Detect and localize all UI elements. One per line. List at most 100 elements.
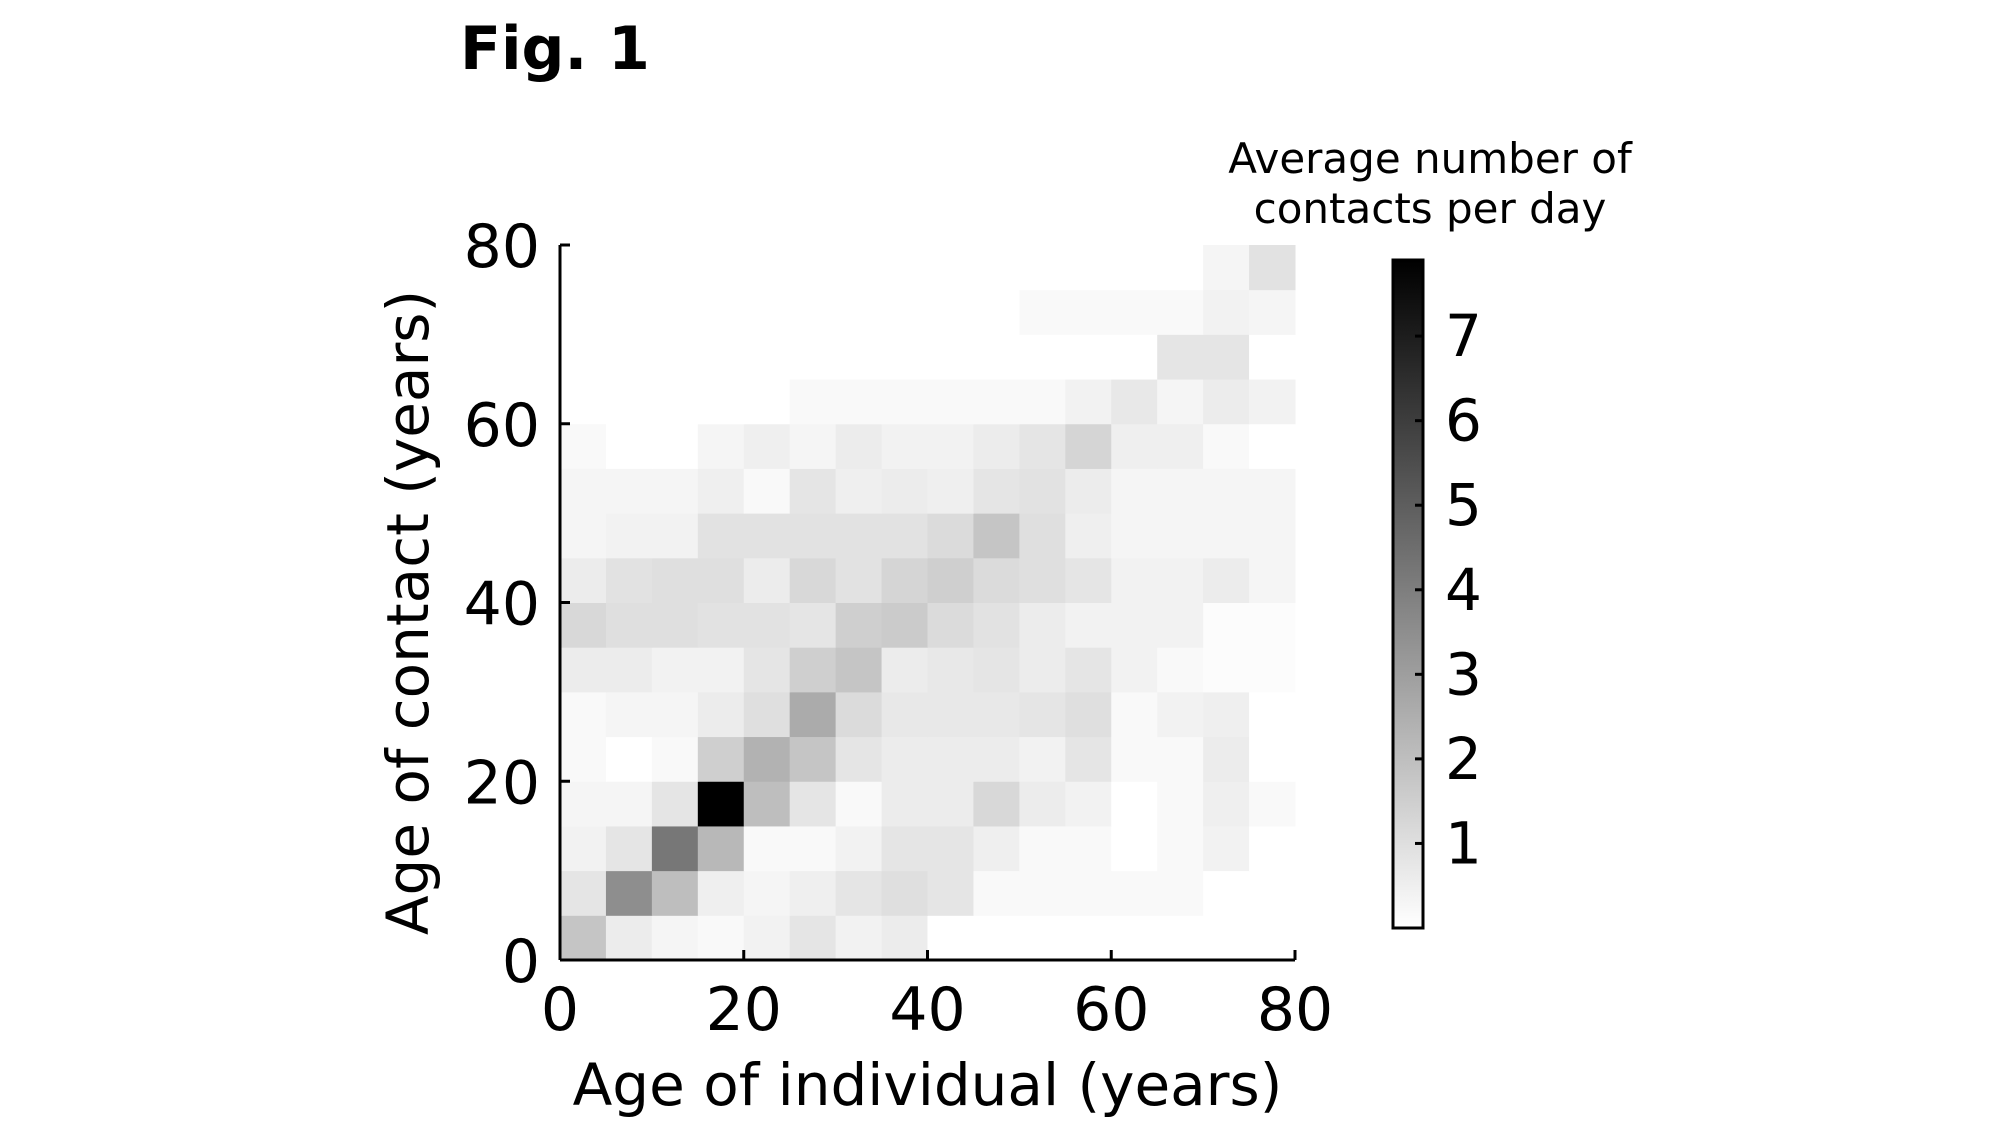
heatmap-cell (697, 423, 745, 469)
heatmap-cell (560, 334, 607, 380)
colorbar-tick-label: 2 (1445, 725, 1482, 793)
heatmap-cell (1065, 423, 1112, 469)
heatmap-cell (1111, 289, 1158, 335)
heatmap-cell (651, 379, 699, 425)
heatmap-cell (1111, 557, 1158, 603)
heatmap-cell (697, 379, 745, 425)
heatmap-cell (1065, 647, 1112, 693)
heatmap-cell (1203, 691, 1250, 738)
heatmap-cell (789, 781, 837, 827)
heatmap-cell (1157, 289, 1204, 335)
heatmap-cell (605, 647, 653, 693)
heatmap-cell (1111, 870, 1158, 916)
heatmap-cell (560, 602, 607, 648)
x-tick-label: 80 (1257, 975, 1333, 1045)
heatmap-cell (651, 736, 699, 782)
heatmap-cell (697, 870, 745, 916)
heatmap-cell (743, 334, 791, 380)
heatmap-cell (697, 245, 745, 291)
heatmap-cell (560, 691, 607, 738)
heatmap-cell (605, 513, 653, 559)
colorbar-tick-label: 4 (1445, 556, 1482, 624)
heatmap-cell (789, 334, 837, 380)
heatmap-cell (743, 379, 791, 425)
heatmap-cell (743, 781, 791, 827)
heatmap-cell (560, 915, 607, 961)
heatmap-cell (1249, 602, 1296, 648)
heatmap-cell (1157, 825, 1204, 872)
heatmap-cell (1203, 468, 1250, 514)
heatmap-cell (1203, 557, 1250, 603)
heatmap-cell (743, 647, 791, 693)
heatmap-cell (789, 289, 837, 335)
heatmap-cell (560, 423, 607, 469)
heatmap-cell (605, 289, 653, 335)
heatmap-cell (1157, 691, 1204, 738)
x-tick-labels: 0 20 40 60 80 (541, 975, 1333, 1045)
heatmap-cell (1019, 334, 1066, 380)
heatmap-cell (1249, 289, 1296, 335)
heatmap-cell (697, 557, 745, 603)
heatmap-cell (835, 289, 883, 335)
heatmap-cell (1111, 468, 1158, 514)
heatmap-cell (927, 513, 974, 559)
heatmap-cell (605, 468, 653, 514)
colorbar-tick-label: 3 (1445, 640, 1482, 708)
heatmap-cell (881, 870, 928, 916)
heatmap-cell (789, 602, 837, 648)
heatmap-cell (927, 691, 974, 738)
heatmap-cell (1249, 379, 1296, 425)
heatmap-cell (881, 647, 928, 693)
heatmap-cell (1019, 691, 1066, 738)
heatmap-cell (560, 781, 607, 827)
heatmap-cell (1157, 557, 1204, 603)
heatmap-cell (651, 468, 699, 514)
heatmap-cell (1157, 423, 1204, 469)
heatmap-cell (1249, 468, 1296, 514)
heatmap-cell (1203, 647, 1250, 693)
heatmap-cell (789, 557, 837, 603)
heatmap-cell (1203, 245, 1250, 291)
heatmap-cell (881, 468, 928, 514)
heatmap-cell (973, 915, 1020, 961)
heatmap-cell (789, 870, 837, 916)
heatmap-cell (605, 379, 653, 425)
heatmap-cell (789, 513, 837, 559)
heatmap-cell (1203, 334, 1250, 380)
heatmap-cell (743, 468, 791, 514)
colorbar-title-line-2: contacts per day (1253, 184, 1607, 233)
heatmap-cell (1157, 513, 1204, 559)
heatmap-cell (1111, 915, 1158, 961)
y-axis-label: Age of contact (years) (374, 290, 442, 935)
heatmap-cell (1019, 513, 1066, 559)
y-tick-labels: 0 20 40 60 80 (464, 212, 540, 997)
heatmap-cell (973, 513, 1020, 559)
heatmap-cell (1019, 825, 1066, 872)
heatmap-cell (927, 915, 974, 961)
heatmap-cell (651, 691, 699, 738)
heatmap-cell (605, 781, 653, 827)
heatmap-cell (697, 691, 745, 738)
heatmap-cell (1019, 423, 1066, 469)
heatmap-cell (697, 602, 745, 648)
heatmap-cell (560, 870, 607, 916)
heatmap-cell (1111, 647, 1158, 693)
heatmap-cell (1157, 334, 1204, 380)
heatmap-cell (651, 557, 699, 603)
heatmap-cell (881, 289, 928, 335)
heatmap-cell (651, 602, 699, 648)
heatmap-cell (560, 289, 607, 335)
heatmap-cell (605, 334, 653, 380)
heatmap-cell (1019, 736, 1066, 782)
heatmap-cell (881, 736, 928, 782)
heatmap-cell (743, 289, 791, 335)
heatmap-cell (1249, 825, 1296, 872)
heatmap-cell (789, 736, 837, 782)
heatmap-cell (1019, 647, 1066, 693)
heatmap-cell (881, 245, 928, 291)
heatmap-cell (1203, 379, 1250, 425)
heatmap-cell (560, 736, 607, 782)
colorbar-tick-label: 1 (1445, 809, 1482, 877)
heatmap-cell (1249, 647, 1296, 693)
y-tick-label: 0 (502, 927, 540, 997)
